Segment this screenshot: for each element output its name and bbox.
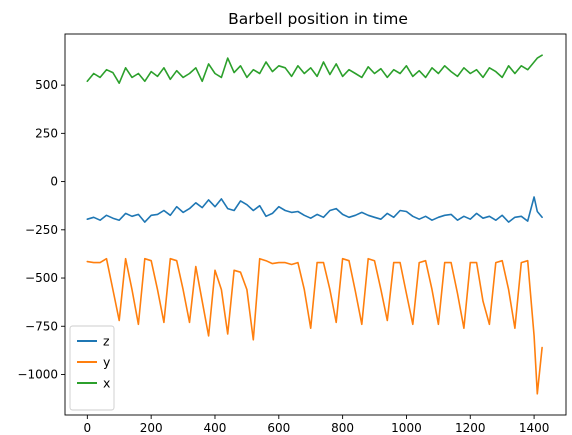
x-tick-label: 400 [204,421,227,435]
x-tick-label: 200 [140,421,163,435]
plot-series [86,54,543,395]
series-line-x [86,54,543,84]
legend-label-y: y [103,355,111,370]
legend-label-x: x [103,376,110,391]
x-tick-label: 600 [267,421,290,435]
y-tick-label: 250 [35,126,58,140]
y-tick-label: −1000 [17,367,58,381]
legend-box [69,325,115,411]
y-tick-label: −750 [25,319,58,333]
x-tick-label: 1200 [455,421,486,435]
y-tick-label: −250 [25,223,58,237]
legend-label-z: z [103,334,110,349]
series-line-y [86,257,543,395]
y-axis: −1000 −750 −500 −250 0 250 500 [17,78,65,381]
legend: zyx [69,325,115,411]
x-tick-label: 800 [331,421,354,435]
y-tick-label: 0 [50,175,58,189]
x-tick-label: 1000 [391,421,422,435]
x-axis: 0 200 400 600 800 1000 1200 1400 [84,415,550,435]
x-tick-label: 1400 [519,421,550,435]
x-tick-label: 0 [84,421,92,435]
plot-frame [64,33,567,416]
y-tick-label: 500 [35,78,58,92]
y-tick-label: −500 [25,271,58,285]
chart-title: Barbell position in time [228,10,408,28]
series-line-z [86,196,543,223]
